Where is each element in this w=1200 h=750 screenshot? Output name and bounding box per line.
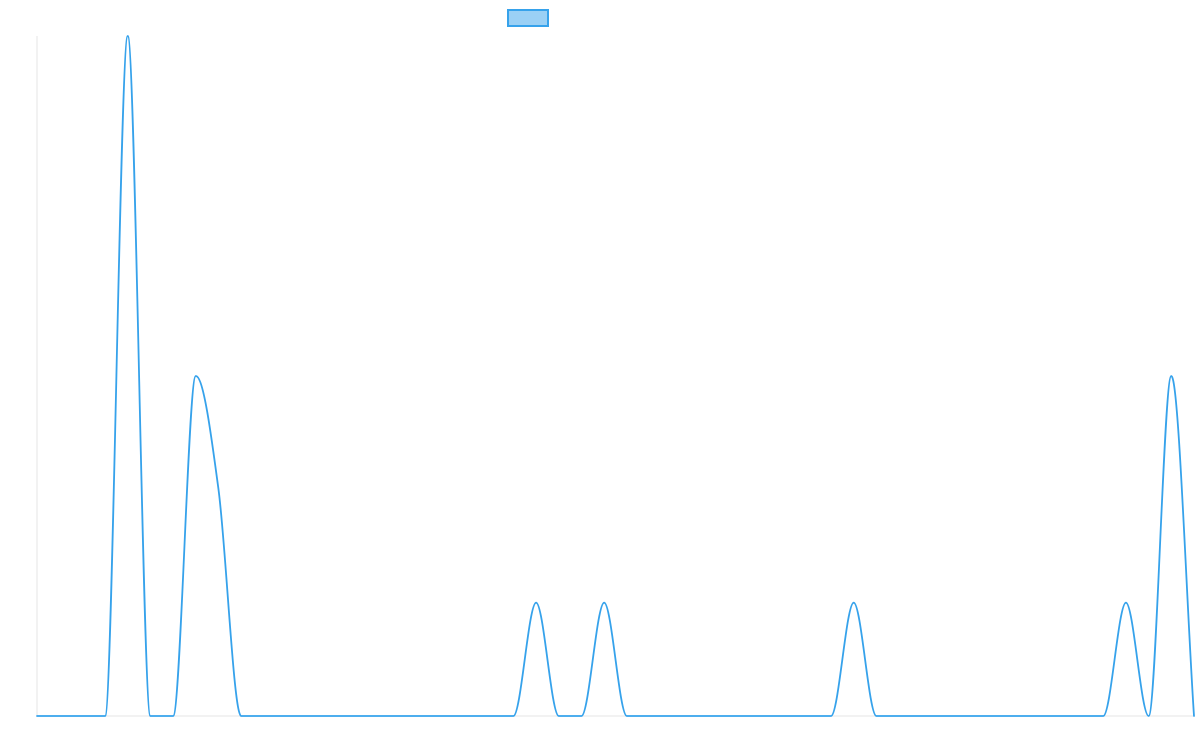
data-point[interactable] (896, 713, 902, 719)
data-point[interactable] (420, 713, 426, 719)
data-point[interactable] (397, 713, 403, 719)
data-point[interactable] (783, 713, 789, 719)
data-point[interactable] (374, 713, 380, 719)
data-point[interactable] (1010, 713, 1016, 719)
legend-swatch[interactable] (507, 9, 549, 27)
data-point[interactable] (102, 713, 108, 719)
data-point[interactable] (987, 713, 993, 719)
data-point[interactable] (261, 713, 267, 719)
data-point[interactable] (1123, 600, 1129, 606)
data-point[interactable] (215, 486, 221, 492)
data-point[interactable] (238, 713, 244, 719)
data-point[interactable] (647, 713, 653, 719)
data-point[interactable] (715, 713, 721, 719)
data-point[interactable] (1032, 713, 1038, 719)
data-point[interactable] (851, 600, 857, 606)
data-point[interactable] (533, 600, 539, 606)
data-point[interactable] (284, 713, 290, 719)
data-point[interactable] (601, 600, 607, 606)
data-point[interactable] (465, 713, 471, 719)
data-point[interactable] (828, 713, 834, 719)
data-point[interactable] (57, 713, 63, 719)
data-point[interactable] (306, 713, 312, 719)
data-point[interactable] (488, 713, 494, 719)
data-point[interactable] (1055, 713, 1061, 719)
data-point[interactable] (1191, 713, 1197, 719)
data-point[interactable] (964, 713, 970, 719)
data-point[interactable] (79, 713, 85, 719)
data-point[interactable] (193, 373, 199, 379)
data-point[interactable] (1100, 713, 1106, 719)
data-point[interactable] (510, 713, 516, 719)
data-point[interactable] (1078, 713, 1084, 719)
data-point[interactable] (578, 713, 584, 719)
data-point[interactable] (805, 713, 811, 719)
data-point[interactable] (34, 713, 40, 719)
data-point[interactable] (147, 713, 153, 719)
data-point[interactable] (556, 713, 562, 719)
series-line-0 (36, 35, 1195, 717)
data-point[interactable] (352, 713, 358, 719)
data-point[interactable] (919, 713, 925, 719)
data-point[interactable] (941, 713, 947, 719)
data-point[interactable] (760, 713, 766, 719)
data-point[interactable] (737, 713, 743, 719)
data-point[interactable] (125, 33, 131, 39)
data-point[interactable] (1168, 373, 1174, 379)
series-group (34, 33, 1197, 719)
data-point[interactable] (442, 713, 448, 719)
data-point[interactable] (669, 713, 675, 719)
data-point[interactable] (1146, 713, 1152, 719)
data-point[interactable] (873, 713, 879, 719)
data-point[interactable] (692, 713, 698, 719)
data-point[interactable] (170, 713, 176, 719)
data-point[interactable] (329, 713, 335, 719)
data-point[interactable] (624, 713, 630, 719)
